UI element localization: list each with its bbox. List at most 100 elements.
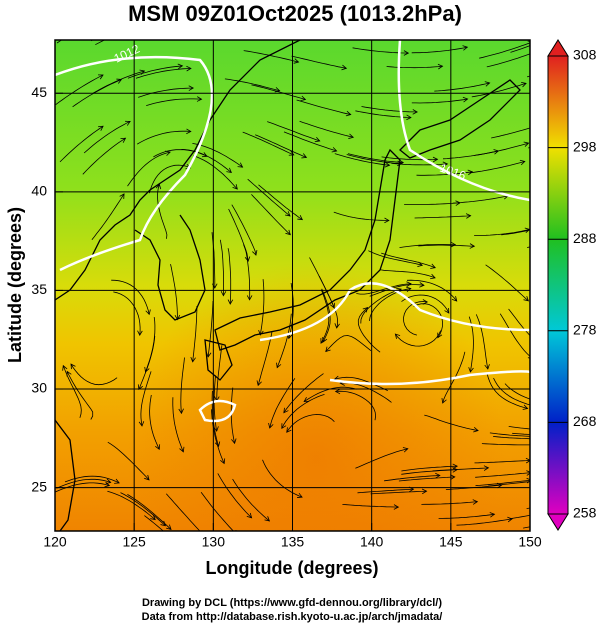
streamline-arrow xyxy=(462,45,469,51)
streamline xyxy=(401,294,450,314)
streamline xyxy=(475,472,530,478)
streamline xyxy=(70,363,118,386)
streamline xyxy=(370,490,427,495)
streamline xyxy=(486,374,528,409)
streamline-arrow xyxy=(430,263,436,269)
streamline-arrow xyxy=(397,160,403,167)
streamline-arrow xyxy=(519,159,526,166)
streamline-arrow xyxy=(283,407,289,414)
streamline-arrow xyxy=(220,291,227,297)
streamline xyxy=(356,283,412,295)
streamline xyxy=(473,142,529,156)
streamline-arrow xyxy=(186,128,192,135)
streamline-arrow xyxy=(293,58,300,64)
streamline xyxy=(395,330,442,347)
streamline-arrow xyxy=(577,499,582,504)
streamline xyxy=(153,149,208,158)
streamline xyxy=(262,459,303,498)
streamline xyxy=(403,301,428,336)
streamline xyxy=(347,153,404,163)
streamline-arrow xyxy=(177,63,184,70)
streamline-arrow xyxy=(150,514,156,521)
streamline xyxy=(391,162,448,166)
streamline-arrow xyxy=(237,162,244,168)
credit: Drawing by DCL (https://www.gfd-dennou.o… xyxy=(142,597,442,609)
streamline-arrow xyxy=(252,250,258,256)
streamline-arrow xyxy=(450,474,456,480)
streamline-arrow xyxy=(166,524,172,530)
streamline xyxy=(255,134,307,158)
streamline-arrow xyxy=(422,299,429,305)
colorbar-tick-label: 298 xyxy=(573,138,597,154)
streamline-arrow xyxy=(483,465,490,471)
streamline xyxy=(138,335,156,390)
streamline-arrow xyxy=(181,548,186,553)
streamline xyxy=(258,184,303,220)
streamline xyxy=(146,98,202,106)
streamline xyxy=(346,154,402,165)
streamline-arrow xyxy=(535,49,540,53)
streamline-arrow xyxy=(496,482,503,489)
isobar xyxy=(259,282,530,342)
streamline-arrow xyxy=(468,367,474,373)
streamline-arrow xyxy=(285,229,291,236)
streamline xyxy=(474,229,530,236)
streamline xyxy=(334,153,390,166)
x-tick-label: 145 xyxy=(439,534,463,550)
streamline xyxy=(149,394,160,450)
streamline xyxy=(192,143,243,168)
streamline-arrow xyxy=(398,159,405,165)
streamline-arrow xyxy=(70,363,76,370)
streamline-arrow xyxy=(264,516,271,522)
streamline xyxy=(127,151,171,187)
streamline xyxy=(120,492,166,526)
streamline-arrow xyxy=(137,330,143,336)
streamline-arrow xyxy=(144,474,150,481)
streamline xyxy=(421,501,478,505)
streamline-arrow xyxy=(98,125,104,131)
streamline xyxy=(269,378,296,429)
streamline xyxy=(499,313,530,357)
streamline xyxy=(216,345,223,401)
streamline-arrow xyxy=(325,346,331,353)
streamline xyxy=(267,121,320,142)
streamline-arrow xyxy=(244,256,251,263)
streamline xyxy=(91,193,125,240)
x-tick-label: 150 xyxy=(518,534,542,550)
streamline xyxy=(485,264,529,302)
streamline-arrow xyxy=(484,81,491,87)
streamline-arrow xyxy=(297,214,304,221)
coastline xyxy=(55,419,76,531)
streamline xyxy=(113,291,141,336)
streamline xyxy=(369,284,425,297)
streamline xyxy=(379,269,436,279)
streamline-arrow xyxy=(114,478,120,484)
streamline-arrow xyxy=(526,470,530,476)
streamline-arrow xyxy=(384,217,390,224)
streamline xyxy=(491,127,530,139)
streamline xyxy=(333,211,389,221)
colorbar-tick-label: 268 xyxy=(573,413,597,429)
streamline xyxy=(504,383,530,400)
credit: Data from http://database.rish.kyoto-u.a… xyxy=(142,611,443,623)
streamline xyxy=(276,313,292,368)
streamline-arrow xyxy=(393,504,400,510)
streamline-arrow xyxy=(455,200,461,206)
streamline xyxy=(299,120,354,138)
streamline-arrow xyxy=(362,307,369,313)
streamline-arrow xyxy=(334,388,341,395)
colorbar-tick-label: 258 xyxy=(573,505,597,521)
y-tick-label: 30 xyxy=(31,380,47,396)
streamline-arrow xyxy=(534,443,538,448)
streamline-arrow xyxy=(284,211,291,217)
streamline-arrow xyxy=(97,74,104,80)
streamline xyxy=(127,494,172,530)
streamline xyxy=(475,314,489,370)
streamline-arrow xyxy=(402,447,409,453)
streamline xyxy=(413,303,444,338)
streamline xyxy=(140,371,152,426)
y-tick-label: 40 xyxy=(31,183,47,199)
streamline xyxy=(481,443,530,446)
streamline xyxy=(512,432,530,435)
colorbar-extend xyxy=(547,513,569,531)
